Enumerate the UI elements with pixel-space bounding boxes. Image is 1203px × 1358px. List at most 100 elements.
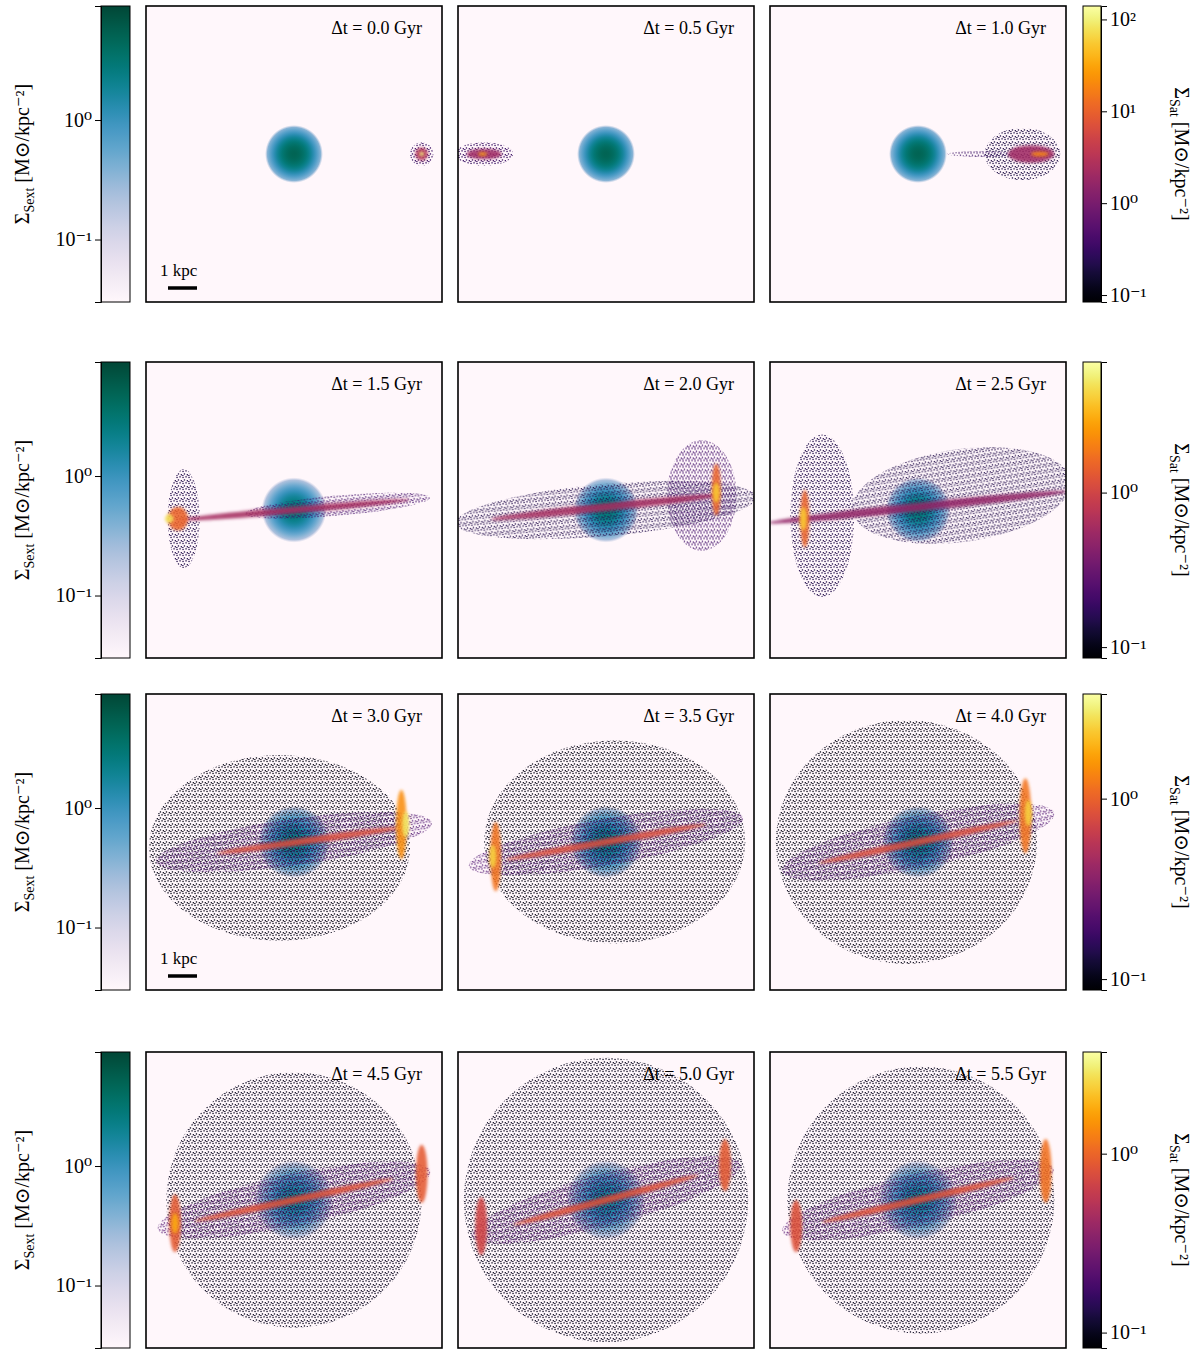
colorbar-tick: 10⁰	[1101, 192, 1138, 214]
satellite-stars	[505, 821, 706, 863]
label-unit: [M⊙/kpc⁻²]	[1170, 117, 1193, 221]
satellite-stars	[478, 152, 487, 155]
colorbar: 10⁻¹10⁰ΣSext [M⊙/kpc⁻²]	[11, 694, 130, 991]
satellite-stars	[410, 142, 433, 165]
colorbar-gradient	[101, 1052, 130, 1348]
marks	[458, 440, 754, 550]
panel-background	[146, 1052, 442, 1348]
colorbar-label: ΣSext [M⊙/kpc⁻²]	[11, 84, 37, 224]
colorbar-gradient	[1083, 362, 1101, 658]
colorbar-axis: 10⁻¹10⁰	[55, 7, 101, 303]
panel-title: Δt = 4.5 Gyr	[331, 1064, 422, 1084]
colorbar-axis: 10⁻¹10⁰	[55, 1053, 101, 1349]
panel-title: Δt = 0.5 Gyr	[643, 18, 734, 38]
colorbar-label: ΣSext [M⊙/kpc⁻²]	[11, 1130, 37, 1270]
scale-bar-label: 1 kpc	[160, 949, 198, 968]
marks	[464, 1058, 748, 1342]
tick-label: 10⁰	[1110, 1143, 1138, 1165]
satellite-stars	[416, 1145, 428, 1203]
colorbar-tick: 10⁰	[64, 465, 101, 487]
colorbar-tick: 10¹	[1101, 100, 1136, 122]
satellite-stars	[1020, 778, 1032, 853]
satellite-stars	[216, 824, 401, 857]
colorbar-axis: 10⁻¹10⁰	[1101, 363, 1147, 659]
panel: Δt = 2.0 Gyr	[453, 362, 758, 658]
satellite-stars	[770, 487, 1066, 527]
panel: Δt = 2.5 Gyr	[767, 362, 1077, 658]
panel: Δt = 1.5 Gyr	[146, 362, 442, 658]
colorbar: 10⁻¹10⁰ΣSat [M⊙/kpc⁻²]	[1083, 694, 1193, 991]
satellite-stars	[712, 464, 721, 516]
tick-label: 10⁰	[64, 465, 92, 487]
satellite-stars	[467, 149, 502, 159]
satellite-stars	[787, 1067, 1054, 1334]
tick-label: 10⁰	[1110, 192, 1138, 214]
panel-title: Δt = 5.0 Gyr	[643, 1064, 734, 1084]
panel-background	[770, 694, 1066, 990]
marks	[149, 755, 435, 941]
satellite-stars	[465, 1139, 748, 1262]
label-symbol: Σ	[1171, 775, 1193, 787]
colorbar: 10⁻¹ 10⁰ ΣSext [M⊙/kpc⁻²]	[11, 362, 130, 659]
panel: Δt = 4.5 Gyr	[146, 1052, 442, 1348]
tick-mark	[95, 1166, 101, 1167]
panel-title: Δt = 0.0 Gyr	[331, 18, 422, 38]
panel-background	[458, 694, 754, 990]
label-unit: [M⊙/kpc⁻²]	[11, 440, 34, 544]
colorbar-tick: 10⁰	[1101, 1143, 1138, 1165]
label-symbol: Σ	[1171, 1133, 1193, 1145]
colorbar-label: ΣSat [M⊙/kpc⁻²]	[1167, 87, 1193, 220]
panel: Δt = 5.5 Gyr	[770, 1052, 1066, 1348]
colorbar-tick: 10⁰	[64, 797, 101, 819]
label-subscript: Sext	[22, 876, 37, 901]
colorbar-label: ΣSext [M⊙/kpc⁻²]	[11, 772, 37, 912]
colorbar-label: ΣSat [M⊙/kpc⁻²]	[1167, 1133, 1193, 1266]
satellite-stars	[165, 514, 174, 523]
colorbar-axis: 10⁻¹10⁰10¹10²	[1101, 7, 1147, 306]
colorbar-gradient	[1083, 6, 1101, 302]
panel-title: Δt = 2.5 Gyr	[955, 374, 1046, 394]
label-unit: [M⊙/kpc⁻²]	[1170, 1163, 1193, 1267]
label-subscript: Sext	[22, 1234, 37, 1259]
colorbar-axis-line	[1102, 695, 1108, 991]
panel-title: Δt = 4.0 Gyr	[955, 706, 1046, 726]
satellite-stars	[1025, 800, 1032, 826]
colorbar-tick: 10⁻¹	[1101, 284, 1147, 306]
colorbar-label: ΣSat [M⊙/kpc⁻²]	[1167, 775, 1193, 908]
tick-label: 10⁰	[64, 797, 92, 819]
colorbar-axis-line	[1102, 363, 1108, 659]
marks	[889, 125, 1060, 183]
tick-label: 10⁻¹	[1110, 1321, 1147, 1343]
panel-title: Δt = 1.0 Gyr	[955, 18, 1046, 38]
label-unit: [M⊙/kpc⁻²]	[11, 84, 34, 188]
label-symbol: Σ	[1171, 87, 1193, 99]
colorbar-label: ΣSext [M⊙/kpc⁻²]	[11, 440, 37, 580]
panel-title: Δt = 2.0 Gyr	[643, 374, 734, 394]
colorbar-gradient	[101, 694, 130, 990]
tick-mark	[95, 928, 101, 929]
panel-frame	[770, 362, 1066, 658]
panel-background	[146, 694, 442, 990]
label-subscript: Sat	[1167, 787, 1182, 805]
satellite-stars	[719, 1139, 731, 1191]
tick-mark	[1101, 647, 1107, 648]
colorbar: 10⁻¹ 10⁰ ΣSat [M⊙/kpc⁻²]	[1083, 1052, 1193, 1349]
panel-background	[770, 6, 1066, 302]
marks	[458, 125, 635, 183]
satellite-stars	[1031, 152, 1048, 157]
label-subscript: Sat	[1167, 1145, 1182, 1163]
label-symbol: Σ	[1171, 443, 1193, 455]
satellite-stars	[818, 817, 1018, 866]
label-subscript: Sext	[22, 188, 37, 213]
satellite-stars	[821, 1174, 1015, 1225]
colorbar-gradient	[101, 6, 130, 302]
colorbar-tick: 10⁻¹	[55, 584, 101, 606]
satellite-stars	[464, 1058, 748, 1342]
colorbar-axis-line	[1102, 1053, 1108, 1349]
colorbar: 10⁻¹10⁰ ΣSext [M⊙/kpc⁻²]	[11, 1052, 130, 1349]
label-subscript: Sat	[1167, 455, 1182, 473]
scale-bar-label: 1 kpc	[160, 261, 198, 280]
satellite-stars	[947, 151, 1017, 157]
marks	[776, 720, 1060, 964]
colorbar-gradient	[1083, 1052, 1101, 1348]
